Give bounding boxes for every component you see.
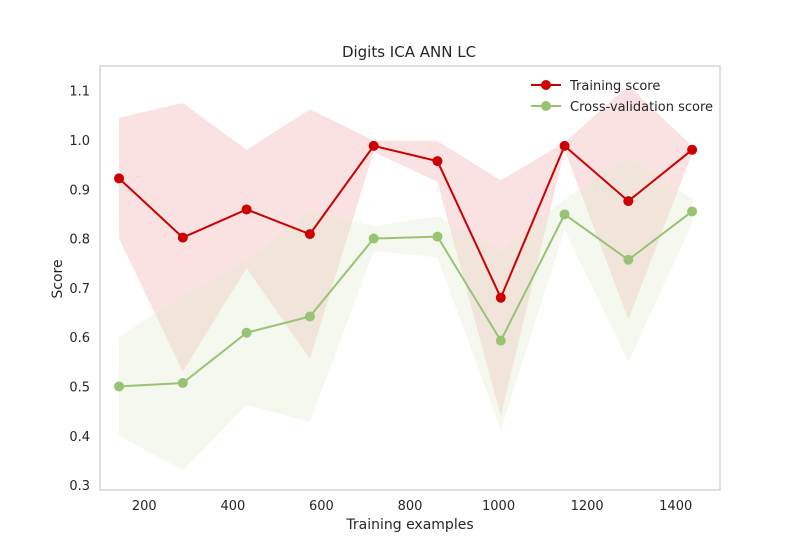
series-1-point bbox=[177, 232, 188, 243]
legend-swatch-marker bbox=[541, 80, 551, 90]
series-2-line bbox=[118, 210, 693, 388]
x-tick-label: 800 bbox=[398, 499, 423, 514]
series-2-point bbox=[559, 209, 570, 220]
series-1-point bbox=[623, 196, 634, 207]
confidence-bands bbox=[119, 85, 693, 471]
chart-title: Digits ICA ANN LC bbox=[342, 43, 476, 61]
x-axis-label: Training examples bbox=[345, 517, 473, 533]
y-axis-ticks: 0.3 0.4 0.5 0.6 0.7 0.8 0.9 1.0 1.1 bbox=[69, 85, 90, 494]
series-2-point bbox=[623, 254, 634, 265]
x-tick-label: 1000 bbox=[482, 499, 515, 514]
series-2-point bbox=[241, 327, 252, 338]
legend-entry-label: Training score bbox=[569, 79, 660, 94]
x-tick-label: 200 bbox=[132, 499, 157, 514]
series-1-point bbox=[241, 204, 252, 215]
y-tick-label: 0.6 bbox=[69, 331, 90, 346]
series-1-point bbox=[304, 229, 315, 240]
y-tick-label: 0.7 bbox=[69, 282, 90, 297]
y-tick-label: 1.1 bbox=[69, 85, 90, 100]
y-axis-label: Score bbox=[50, 259, 66, 298]
series-2-point bbox=[687, 206, 698, 217]
legend-entry-label: Cross-validation score bbox=[570, 100, 713, 115]
series-2-point bbox=[114, 381, 125, 392]
x-axis-ticks: 200 400 600 800 1000 1200 1400 bbox=[132, 499, 692, 514]
series-2-point bbox=[432, 231, 443, 242]
series-1-point bbox=[559, 140, 570, 151]
series-2-point bbox=[495, 335, 506, 346]
series-1-point bbox=[368, 140, 379, 151]
chart-legend: Training score Cross-validation score bbox=[531, 79, 713, 115]
y-tick-label: 0.3 bbox=[69, 479, 90, 494]
series-1-point bbox=[114, 173, 125, 184]
series-1-point bbox=[687, 144, 698, 155]
series-1-point bbox=[495, 292, 506, 303]
series-points bbox=[114, 140, 698, 392]
y-tick-label: 0.5 bbox=[69, 380, 90, 395]
series-1-point bbox=[432, 156, 443, 167]
y-tick-label: 1.0 bbox=[69, 134, 90, 149]
series-lines bbox=[118, 144, 693, 388]
series-2-band bbox=[119, 157, 693, 471]
x-tick-label: 1400 bbox=[659, 499, 692, 514]
y-tick-label: 0.8 bbox=[69, 233, 90, 248]
x-tick-label: 1200 bbox=[571, 499, 604, 514]
x-tick-label: 400 bbox=[220, 499, 245, 514]
series-1-band bbox=[119, 85, 693, 417]
legend-swatch-marker bbox=[541, 101, 551, 111]
series-2-point bbox=[304, 311, 315, 322]
series-1-line bbox=[118, 144, 693, 301]
x-tick-label: 600 bbox=[309, 499, 334, 514]
series-2-point bbox=[368, 233, 379, 244]
series-2-point bbox=[177, 378, 188, 389]
y-tick-label: 0.4 bbox=[69, 430, 90, 445]
y-tick-label: 0.9 bbox=[69, 183, 90, 198]
